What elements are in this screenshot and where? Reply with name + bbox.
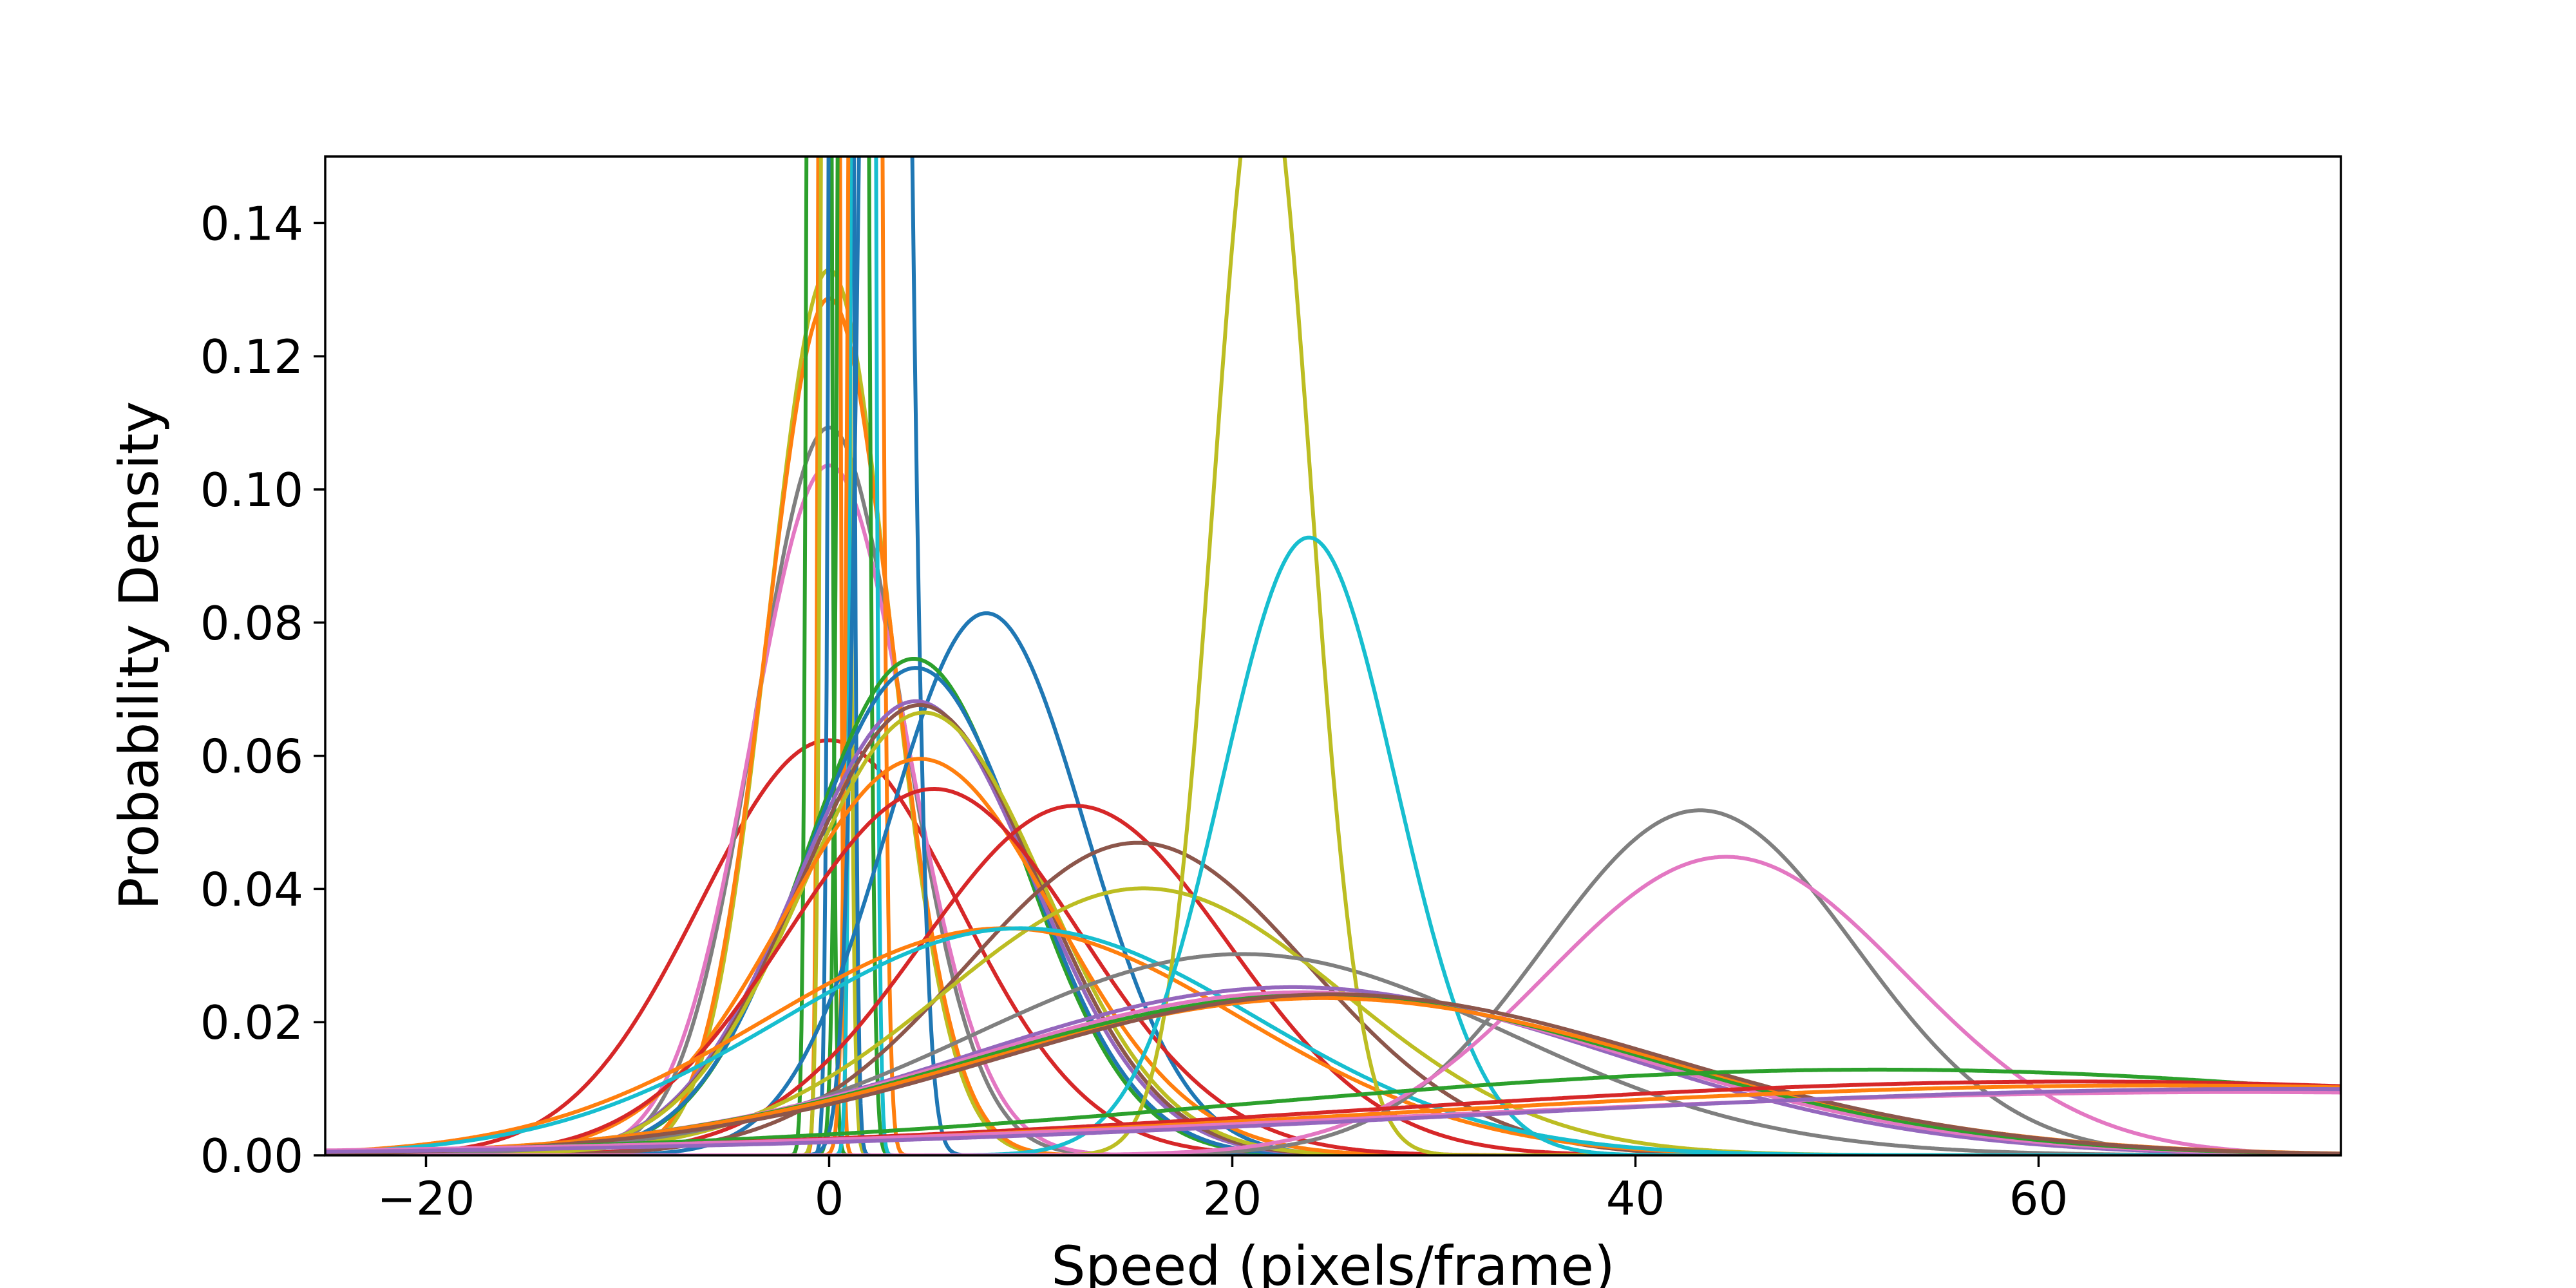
y-tick-label: 0.02 — [200, 996, 303, 1050]
density-curve-29 — [325, 535, 2341, 1155]
series-layer — [325, 156, 2341, 1155]
plot-frame — [324, 155, 2342, 1157]
y-tick-label: 0.00 — [200, 1129, 303, 1183]
x-tick-label: 20 — [1203, 1171, 1262, 1226]
density-curve-36 — [325, 992, 2341, 1155]
y-axis: 0.00 0.02 0.04 0.06 0.08 0.10 0.12 0.14 — [200, 196, 325, 1183]
density-curve-5 — [325, 296, 2341, 1155]
density-curve-25 — [325, 926, 2341, 1155]
density-curve-30 — [325, 808, 2341, 1155]
y-axis-label: Probability Density — [108, 401, 171, 910]
x-tick-label: 0 — [815, 1171, 844, 1226]
density-curve-22 — [325, 804, 2341, 1155]
x-tick-label: 40 — [1606, 1171, 1665, 1226]
y-tick-label: 0.12 — [200, 330, 303, 384]
density-curve-19 — [325, 710, 2341, 1155]
density-curve-4 — [325, 268, 2341, 1155]
y-tick-label: 0.08 — [200, 596, 303, 650]
density-curve-41 — [325, 1086, 2341, 1154]
x-tick-label: −20 — [377, 1171, 475, 1226]
density-curve-2 — [325, 425, 2341, 1155]
density-curve-31 — [325, 855, 2341, 1155]
density-curve-27 — [325, 952, 2341, 1155]
density-curve-28 — [325, 156, 2341, 1155]
y-tick-label: 0.10 — [200, 463, 303, 517]
y-tick-label: 0.04 — [200, 862, 303, 916]
x-tick-label: 60 — [2009, 1171, 2069, 1226]
x-axis: −20 0 20 40 60 — [377, 1155, 2069, 1226]
density-curve-21 — [325, 787, 2341, 1155]
density-curve-3 — [325, 463, 2341, 1155]
y-tick-label: 0.06 — [200, 730, 303, 784]
x-axis-label: Speed (pixels/frame) — [1051, 1235, 1615, 1288]
y-tick-label: 0.14 — [200, 196, 303, 251]
